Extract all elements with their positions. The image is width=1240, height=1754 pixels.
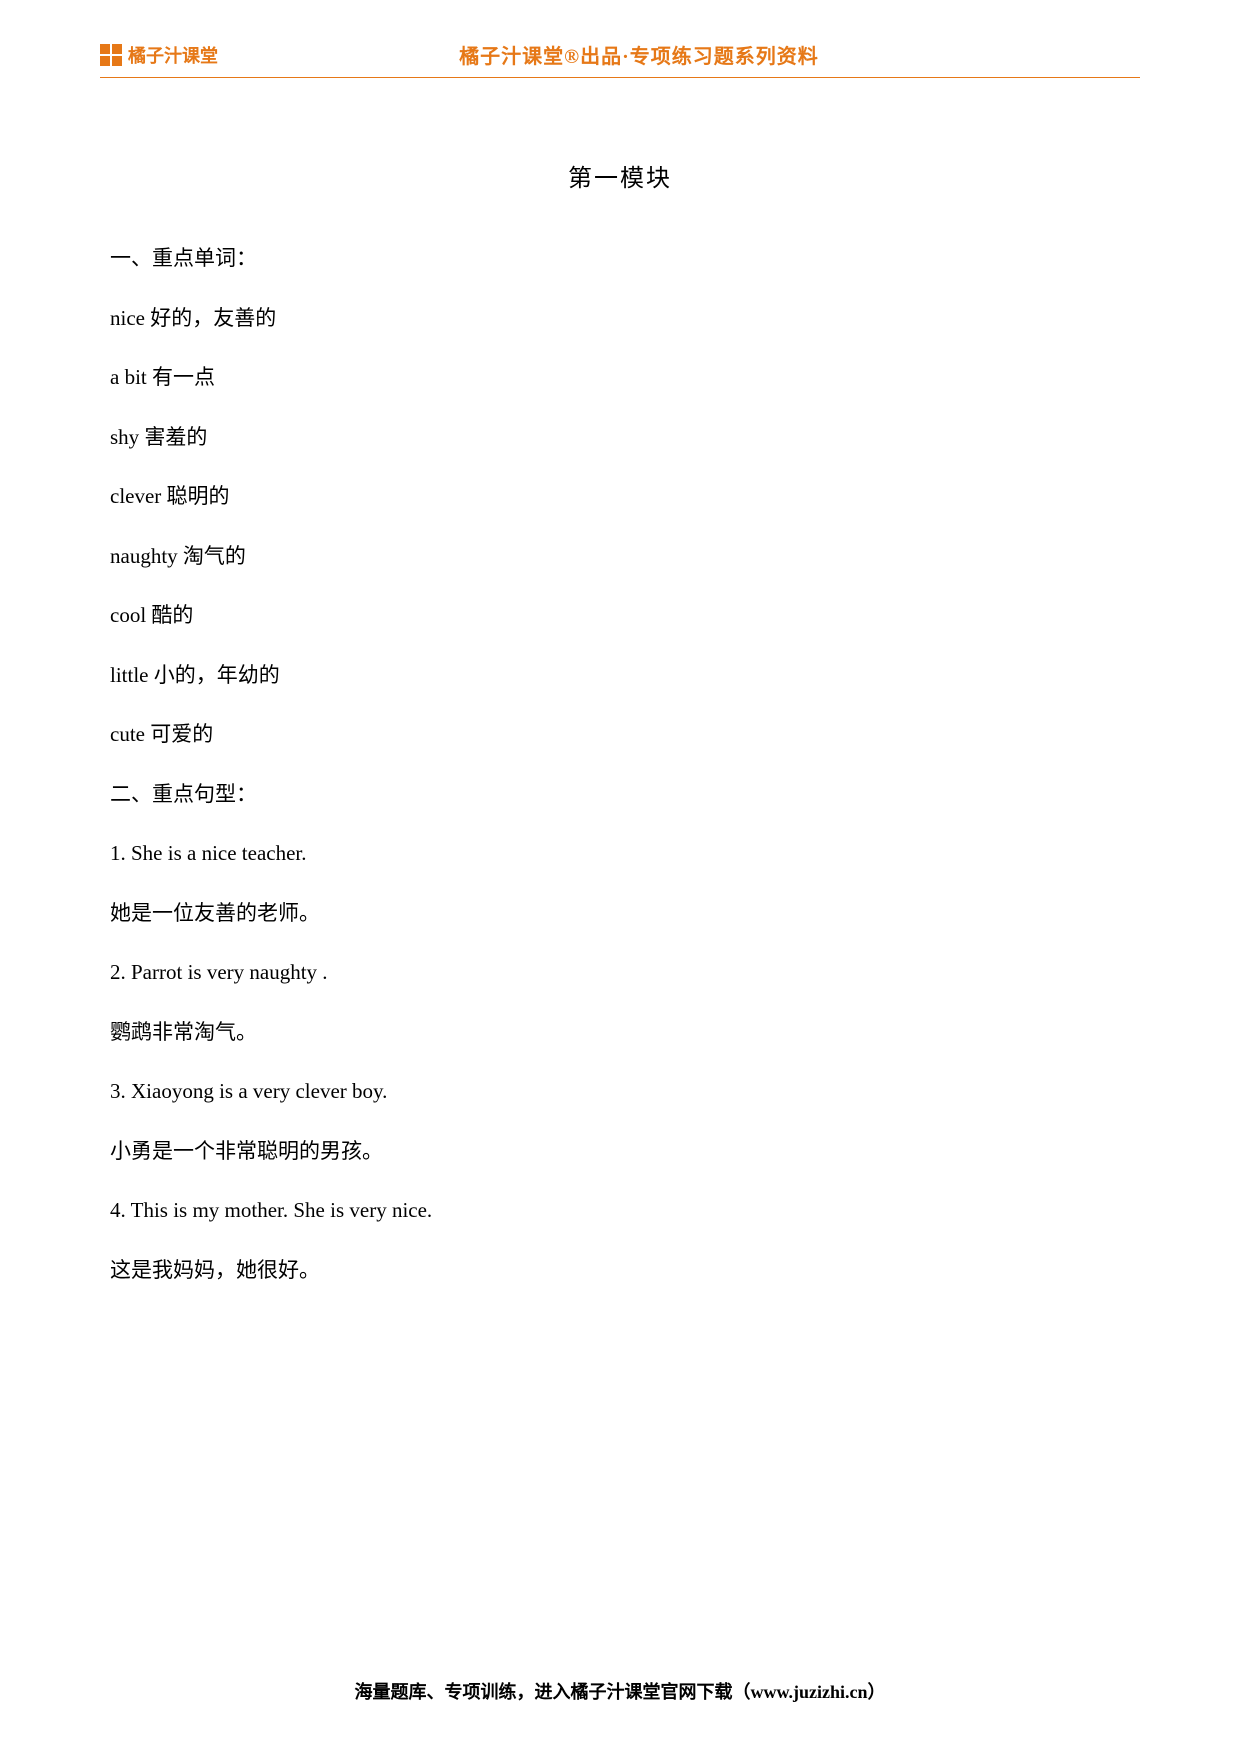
sentence-en: 4. This is my mother. She is very nice.	[110, 1195, 1130, 1227]
sentence-en: 2. Parrot is very naughty .	[110, 957, 1130, 989]
vocab-item: cool 酷的	[110, 600, 1130, 632]
section1-heading: 一、重点单词：	[110, 243, 1130, 275]
sentence-zh: 鹦鹉非常淘气。	[110, 1017, 1130, 1049]
vocab-item: shy 害羞的	[110, 422, 1130, 454]
vocab-item: clever 聪明的	[110, 481, 1130, 513]
content-area: 第一模块 一、重点单词： nice 好的，友善的 a bit 有一点 shy 害…	[100, 158, 1140, 1286]
header-title: 橘子汁课堂®出品·专项练习题系列资料	[138, 40, 1140, 69]
vocab-item: a bit 有一点	[110, 362, 1130, 394]
vocab-item: nice 好的，友善的	[110, 303, 1130, 335]
page-header: 橘子汁课堂 橘子汁课堂®出品·专项练习题系列资料	[100, 40, 1140, 78]
section2-heading: 二、重点句型：	[110, 779, 1130, 811]
sentence-zh: 她是一位友善的老师。	[110, 898, 1130, 930]
page-container: 橘子汁课堂 橘子汁课堂®出品·专项练习题系列资料 第一模块 一、重点单词： ni…	[0, 0, 1240, 1754]
sentence-en: 1. She is a nice teacher.	[110, 838, 1130, 870]
vocab-item: cute 可爱的	[110, 719, 1130, 751]
sentence-en: 3. Xiaoyong is a very clever boy.	[110, 1076, 1130, 1108]
vocab-item: naughty 淘气的	[110, 541, 1130, 573]
sentence-zh: 小勇是一个非常聪明的男孩。	[110, 1136, 1130, 1168]
page-footer: 海量题库、专项训练，进入橘子汁课堂官网下载（www.juzizhi.cn）	[0, 1678, 1240, 1704]
logo-grid-icon	[100, 44, 122, 66]
sentence-zh: 这是我妈妈，她很好。	[110, 1255, 1130, 1287]
module-title: 第一模块	[110, 158, 1130, 193]
vocab-item: little 小的，年幼的	[110, 660, 1130, 692]
